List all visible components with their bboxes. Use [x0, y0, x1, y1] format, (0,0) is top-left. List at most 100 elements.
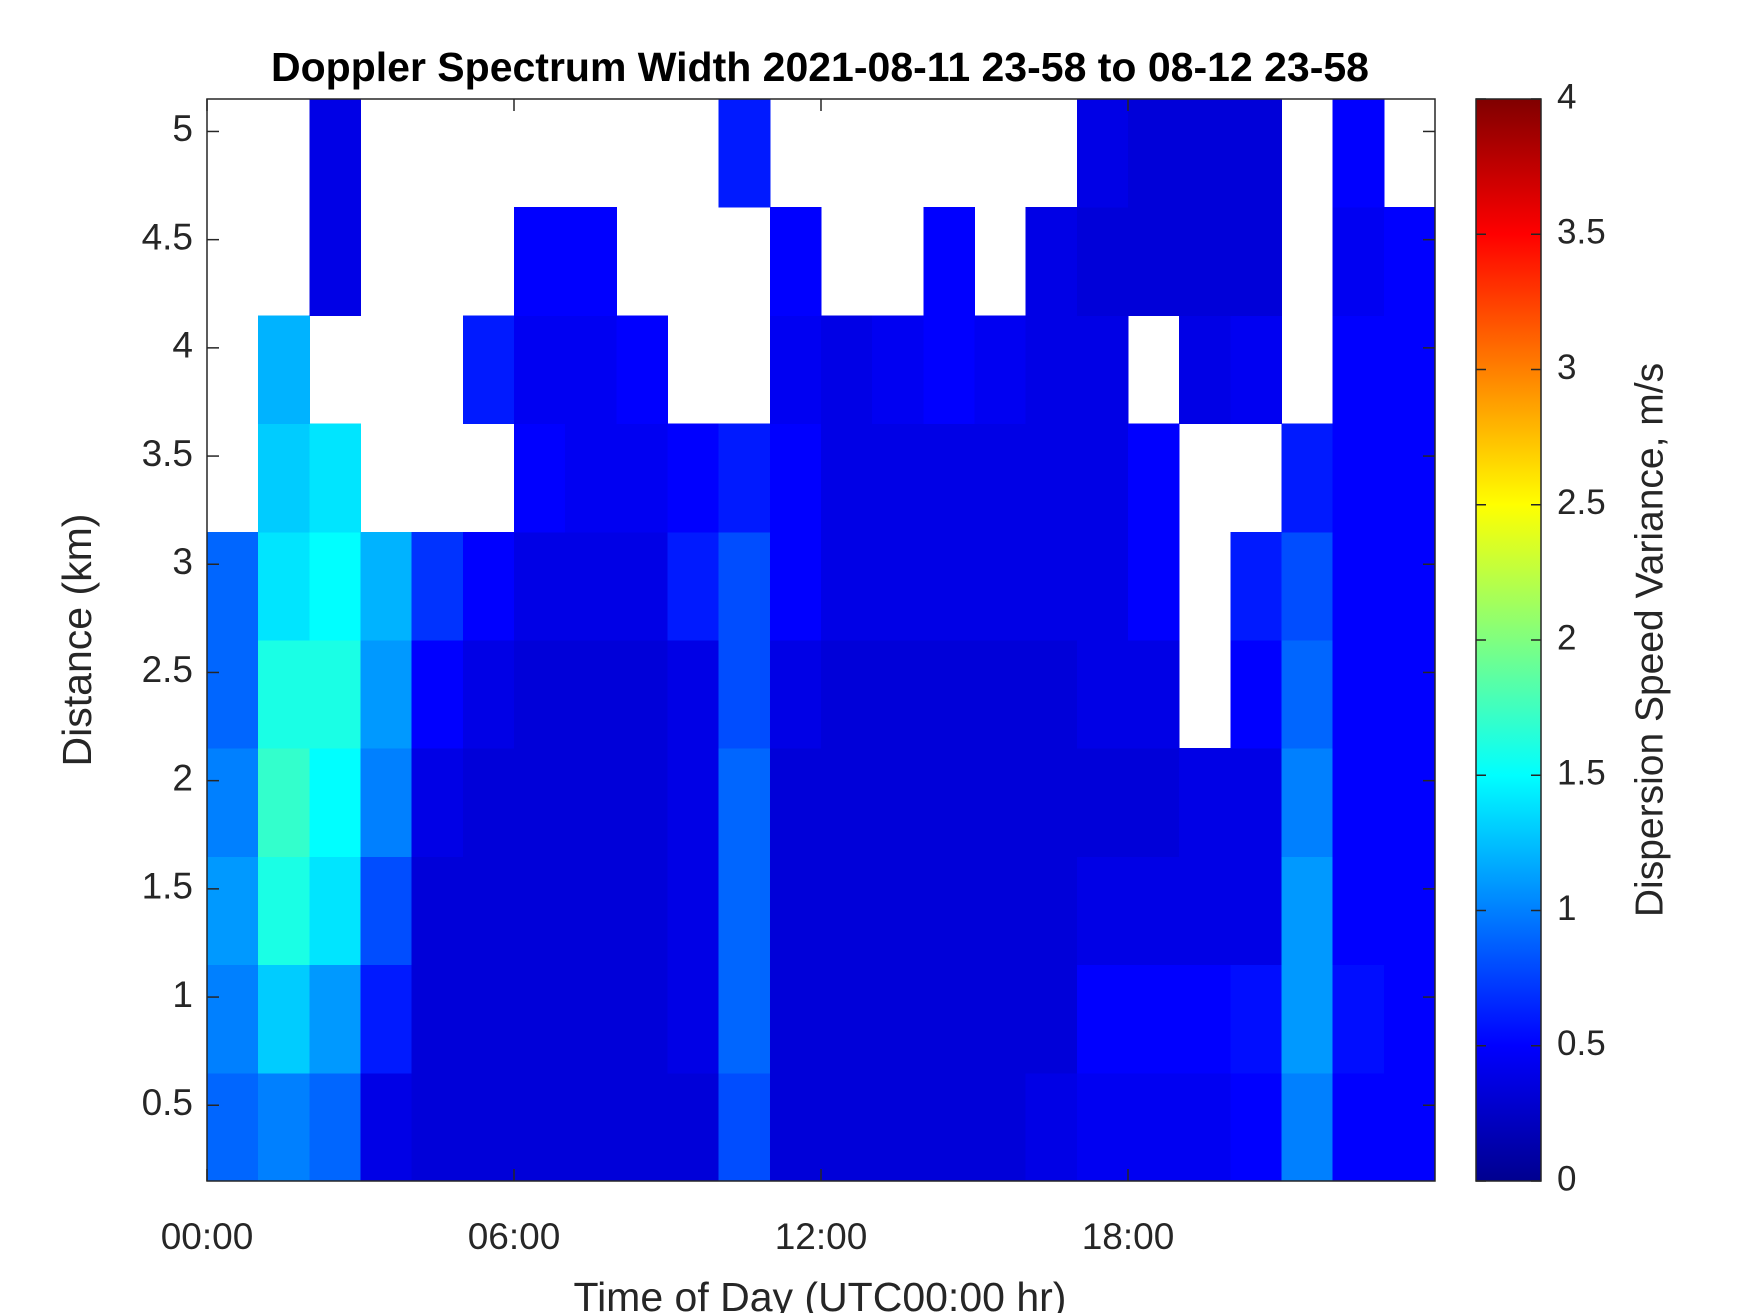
- colorbar-tick-label: 1: [1557, 889, 1576, 928]
- heatmap-cell: [616, 1072, 668, 1182]
- heatmap-cell: [207, 1072, 259, 1182]
- y-axis-label: Distance (km): [54, 514, 100, 767]
- heatmap-cell: [360, 748, 413, 857]
- heatmap-cell: [1332, 748, 1385, 857]
- heatmap-cell: [1076, 748, 1129, 857]
- heatmap-cell: [821, 964, 873, 1074]
- y-tick-label: 3.5: [142, 433, 193, 474]
- heatmap-cell: [923, 1072, 975, 1182]
- heatmap-cell: [616, 531, 668, 641]
- heatmap-cell: [1179, 856, 1231, 966]
- heatmap-cell: [923, 315, 975, 425]
- heatmap-cell: [411, 531, 464, 641]
- heatmap-cell: [207, 531, 259, 641]
- heatmap-cell: [309, 99, 361, 208]
- heatmap-cell: [462, 640, 515, 749]
- heatmap-cell: [1179, 748, 1231, 857]
- heatmap-cell: [1230, 531, 1282, 641]
- heatmap-cell: [769, 640, 822, 749]
- heatmap-cell: [872, 856, 924, 966]
- heatmap-cell: [565, 856, 617, 966]
- heatmap-cell: [1332, 531, 1385, 641]
- colorbar-tick-label: 4: [1557, 77, 1576, 116]
- heatmap-cell: [667, 423, 720, 533]
- y-tick-label: 4: [172, 325, 193, 366]
- heatmap-cell: [1025, 315, 1078, 425]
- heatmap-cell: [258, 315, 310, 425]
- heatmap-cell: [616, 964, 668, 1074]
- heatmap-cell: [565, 207, 617, 316]
- heatmap-cell: [565, 964, 617, 1074]
- heatmap-cell: [769, 531, 822, 641]
- heatmap-cell: [1383, 748, 1436, 857]
- heatmap-cell: [309, 964, 361, 1074]
- x-tick-label: 06:00: [468, 1216, 561, 1257]
- heatmap-cell: [974, 964, 1027, 1074]
- heatmap-cell: [514, 640, 566, 749]
- heatmap-cell: [821, 856, 873, 966]
- heatmap-cell: [1076, 964, 1129, 1074]
- heatmap-cell: [1383, 964, 1436, 1074]
- heatmap-cell: [514, 423, 566, 533]
- heatmap-cell: [769, 423, 822, 533]
- heatmap-cell: [1179, 315, 1231, 425]
- heatmap-cell: [309, 640, 361, 749]
- heatmap-cell: [923, 207, 975, 316]
- heatmap-cell: [1128, 964, 1180, 1074]
- x-tick-label: 12:00: [775, 1216, 868, 1257]
- heatmap-cell: [1230, 748, 1282, 857]
- heatmap-cell: [821, 315, 873, 425]
- heatmap-cell: [1025, 640, 1078, 749]
- heatmap-cell: [1128, 640, 1180, 749]
- heatmap-cell: [1230, 99, 1282, 208]
- heatmap-cell: [1383, 531, 1436, 641]
- heatmap-cell: [360, 964, 413, 1074]
- heatmap-cell: [258, 964, 310, 1074]
- heatmap-cell: [1025, 964, 1078, 1074]
- heatmap-cell: [565, 748, 617, 857]
- heatmap-cell: [1179, 99, 1231, 208]
- heatmap-cell: [565, 423, 617, 533]
- heatmap-cell: [565, 531, 617, 641]
- heatmap-cell: [1281, 423, 1334, 533]
- heatmap-cell: [1025, 856, 1078, 966]
- heatmap-cell: [514, 315, 566, 425]
- heatmap-cell: [514, 531, 566, 641]
- heatmap-cell: [821, 531, 873, 641]
- heatmap-cell: [514, 1072, 566, 1182]
- heatmap-cell: [872, 964, 924, 1074]
- heatmap-cell: [1025, 207, 1078, 316]
- heatmap-cell: [872, 748, 924, 857]
- heatmap-cell: [667, 1072, 720, 1182]
- y-tick-label: 2: [172, 757, 193, 798]
- heatmap-cell: [769, 207, 822, 316]
- heatmap-cell: [1076, 99, 1129, 208]
- heatmap-cell: [1230, 1072, 1282, 1182]
- heatmap-cell: [974, 531, 1027, 641]
- heatmap-cell: [411, 964, 464, 1074]
- heatmap-cell: [1025, 1072, 1078, 1182]
- heatmap-cell: [309, 748, 361, 857]
- heatmap-cell: [872, 1072, 924, 1182]
- heatmap-cell: [309, 423, 361, 533]
- colorbar-tick-label: 2: [1557, 618, 1576, 657]
- heatmap-cell: [769, 1072, 822, 1182]
- heatmap-cell: [1383, 856, 1436, 966]
- heatmap-cell: [462, 531, 515, 641]
- heatmap-cell: [769, 964, 822, 1074]
- heatmap-cell: [514, 964, 566, 1074]
- heatmap-cell: [1179, 1072, 1231, 1182]
- heatmap-cell: [411, 856, 464, 966]
- heatmap-cell: [616, 748, 668, 857]
- heatmap-cell: [718, 1072, 771, 1182]
- heatmap-cell: [974, 856, 1027, 966]
- heatmap-cell: [1332, 640, 1385, 749]
- heatmap-cell: [718, 856, 771, 966]
- heatmap-cell: [821, 748, 873, 857]
- heatmap-cell: [411, 640, 464, 749]
- heatmap-cell: [360, 640, 413, 749]
- colorbar-tick-label: 0: [1557, 1159, 1576, 1198]
- heatmap-cell: [1281, 1072, 1334, 1182]
- heatmap-cell: [1179, 207, 1231, 316]
